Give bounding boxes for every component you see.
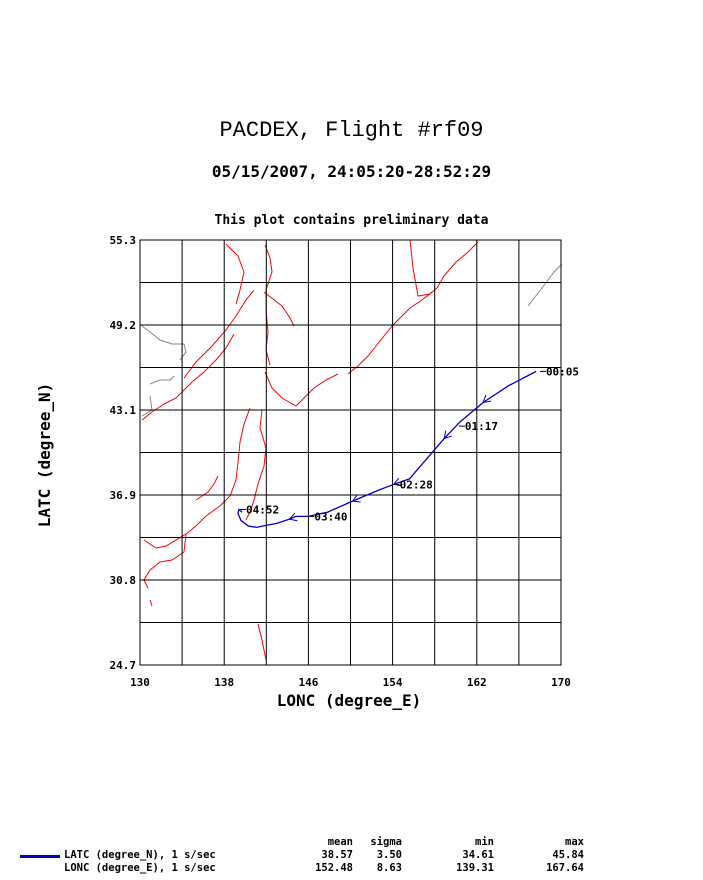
coastline-kuril-islands — [347, 291, 433, 375]
stats-mean: 38.57 — [321, 849, 353, 861]
coastline-china-east — [143, 533, 187, 589]
x-tick-labels: 130 138 146 154 162 170 — [130, 676, 571, 689]
direction-arrow — [443, 430, 452, 440]
direction-arrow — [482, 394, 492, 404]
stats-mean: 152.48 — [315, 862, 353, 874]
stats-header-row: mean sigma min max — [0, 836, 703, 849]
time-label: 01:17 — [465, 420, 498, 433]
coastline-okhotsk-south — [263, 291, 295, 327]
plot-grid — [140, 240, 561, 665]
stats-max: 45.84 — [552, 849, 584, 861]
direction-arrow — [288, 512, 298, 522]
coastline-kyushu — [195, 475, 219, 501]
coastline-kamchatka — [409, 239, 479, 297]
time-label: 00:05 — [546, 365, 579, 378]
border-china-russia — [141, 325, 187, 361]
stats-min: 139.31 — [456, 862, 494, 874]
stats-sigma: 3.50 — [376, 849, 402, 861]
coastline-korea — [141, 333, 235, 421]
coastline-siberia — [225, 243, 245, 305]
time-label: 02:28 — [400, 478, 433, 491]
x-tick-label: 130 — [130, 676, 150, 689]
x-axis-label: LONC (degree_E) — [277, 691, 422, 710]
preliminary-note: This plot contains preliminary data — [214, 213, 489, 228]
coastline-hokkaido — [264, 371, 339, 407]
coastline-honshu-west — [185, 407, 251, 535]
direction-arrow — [351, 494, 361, 503]
coastline-manchuria — [183, 289, 255, 379]
stats-row-label: LONC (degree_E), 1 s/sec — [64, 862, 216, 874]
chart-subtitle: 05/15/2007, 24:05:20-28:52:29 — [211, 162, 492, 181]
chart-title: PACDEX, Flight #rf09 — [219, 118, 484, 143]
coastline-layer — [141, 239, 479, 661]
x-tick-label: 170 — [551, 676, 571, 689]
x-tick-label: 154 — [383, 676, 403, 689]
x-tick-label: 146 — [298, 676, 318, 689]
stats-max: 167.64 — [546, 862, 584, 874]
y-tick-label: 55.3 — [110, 234, 137, 247]
flight-track-line — [237, 370, 537, 529]
y-tick-label: 36.9 — [110, 489, 137, 502]
stats-header-max: max — [565, 836, 584, 848]
coastline-honshu-east — [245, 409, 267, 521]
flight-track: 00:05 01:17 02:28 03:40 04:52 — [237, 365, 579, 529]
border-alaska — [527, 263, 563, 307]
y-tick-label: 49.2 — [110, 319, 137, 332]
y-tick-label: 43.1 — [110, 404, 137, 417]
stats-min: 34.61 — [462, 849, 494, 861]
stats-header-mean: mean — [327, 836, 353, 848]
border-layer — [141, 263, 563, 417]
x-tick-label: 138 — [214, 676, 234, 689]
direction-arrow — [392, 477, 402, 487]
y-tick-label: 24.7 — [110, 659, 137, 672]
time-label: 04:52 — [246, 503, 279, 516]
stats-row-latc: LATC (degree_N), 1 s/sec 38.57 3.50 34.6… — [0, 849, 703, 862]
stats-row-label: LATC (degree_N), 1 s/sec — [64, 849, 216, 861]
stats-row-lonc: LONC (degree_E), 1 s/sec 152.48 8.63 139… — [0, 862, 703, 875]
y-axis-label: LATC (degree_N) — [35, 383, 54, 528]
statistics-table: mean sigma min max LATC (degree_N), 1 s/… — [0, 836, 703, 875]
legend-swatch-latc — [20, 855, 60, 858]
y-tick-label: 30.8 — [110, 574, 137, 587]
stats-sigma: 8.63 — [376, 862, 402, 874]
x-tick-label: 162 — [467, 676, 487, 689]
y-tick-labels: 24.7 30.8 36.9 43.1 49.2 55.3 — [110, 234, 137, 672]
coastline-nansei-islands — [149, 599, 267, 661]
stats-header-sigma: sigma — [370, 836, 402, 848]
time-label: 03:40 — [314, 510, 347, 523]
stats-header-min: min — [475, 836, 494, 848]
plot-frame — [139, 239, 562, 666]
